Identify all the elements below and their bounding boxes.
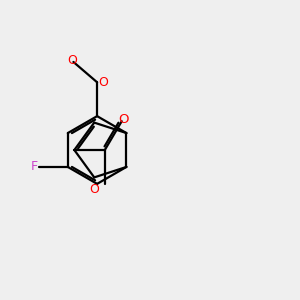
Text: O: O (118, 113, 128, 126)
Text: F: F (30, 160, 38, 173)
Text: O: O (99, 76, 109, 89)
Text: O: O (89, 183, 99, 196)
Text: O: O (67, 54, 77, 67)
